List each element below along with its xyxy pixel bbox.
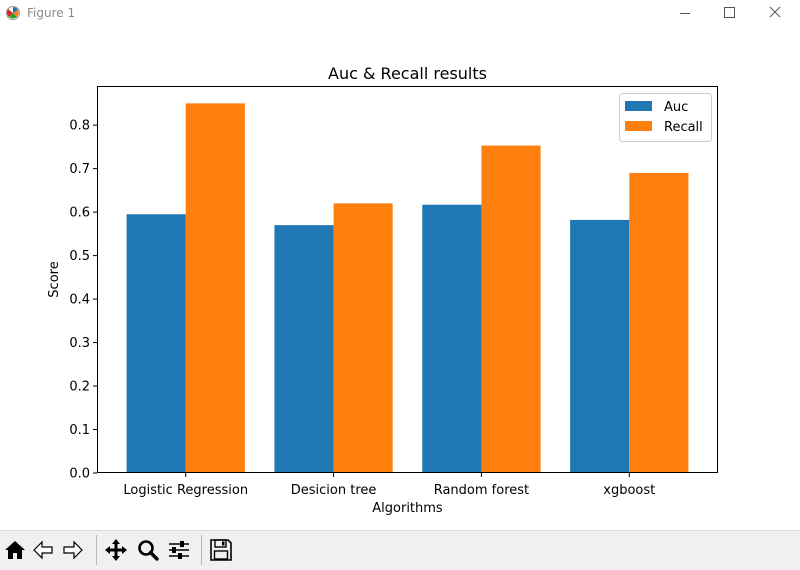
x-tick-label: xgboost [603,483,655,498]
minimize-button[interactable] [662,0,708,27]
bar-auc-2 [422,204,482,473]
y-tick-label: 0.4 [69,293,90,308]
x-tick-label: Logistic Regression [123,483,248,498]
legend-swatch-recall [625,121,652,131]
save-icon [210,539,232,561]
legend-swatch-auc [625,101,652,111]
zoom-button[interactable] [135,536,161,564]
minimize-icon [680,13,690,14]
y-tick-label: 0.5 [69,249,90,264]
configure-subplots-icon [169,541,189,559]
navigation-toolbar [0,530,800,570]
legend-label-auc: Auc [664,100,688,115]
maximize-button[interactable] [706,0,752,27]
close-button[interactable] [752,0,798,27]
back-button[interactable] [30,536,56,564]
toolbar-separator [201,535,202,565]
legend-label-recall: Recall [664,120,703,135]
bar-auc-3 [570,219,630,473]
home-icon [5,541,25,559]
forward-button[interactable] [60,536,86,564]
bar-recall-3 [629,172,689,473]
bar-chart: 0.0 0.1 0.2 0.3 0.4 0.5 0.6 0.7 0.8 Logistic Regr… [47,64,718,516]
save-button[interactable] [208,536,234,564]
y-tick-label: 0.8 [69,119,90,134]
bar-auc-0 [126,214,186,474]
window-titlebar: Figure 1 [0,0,800,27]
pan-button[interactable] [103,536,129,564]
y-axis-label: Score [47,261,62,297]
status-bar [0,566,800,570]
y-tick-label: 0.3 [69,336,90,351]
x-axis-label: Algorithms [372,501,443,516]
matplotlib-logo-icon [6,6,20,20]
axes-frame [97,86,718,473]
bar-recall-1 [333,203,393,474]
y-tick-label: 0.0 [69,467,90,482]
figure-canvas[interactable]: 0.0 0.1 0.2 0.3 0.4 0.5 0.6 0.7 0.8 Logistic Regr… [0,27,800,530]
bar-recall-0 [185,103,245,474]
pan-icon [105,539,127,561]
y-tick-label: 0.2 [69,380,90,395]
configure-subplots-button[interactable] [166,536,192,564]
forward-icon [63,540,83,560]
bar-recall-2 [481,145,541,474]
chart-title: Auc & Recall results [328,64,487,83]
window-title: Figure 1 [27,6,76,20]
maximize-icon [724,7,735,18]
x-tick-label: Random forest [434,483,529,498]
back-icon [33,540,53,560]
close-icon [769,6,781,18]
y-tick-label: 0.6 [69,206,90,221]
bar-auc-1 [274,225,334,473]
x-tick-label: Desicion tree [291,483,377,498]
y-tick-label: 0.1 [69,423,90,438]
toolbar-separator [96,535,97,565]
zoom-icon [138,540,159,561]
home-button[interactable] [2,536,28,564]
y-tick-label: 0.7 [69,162,90,177]
